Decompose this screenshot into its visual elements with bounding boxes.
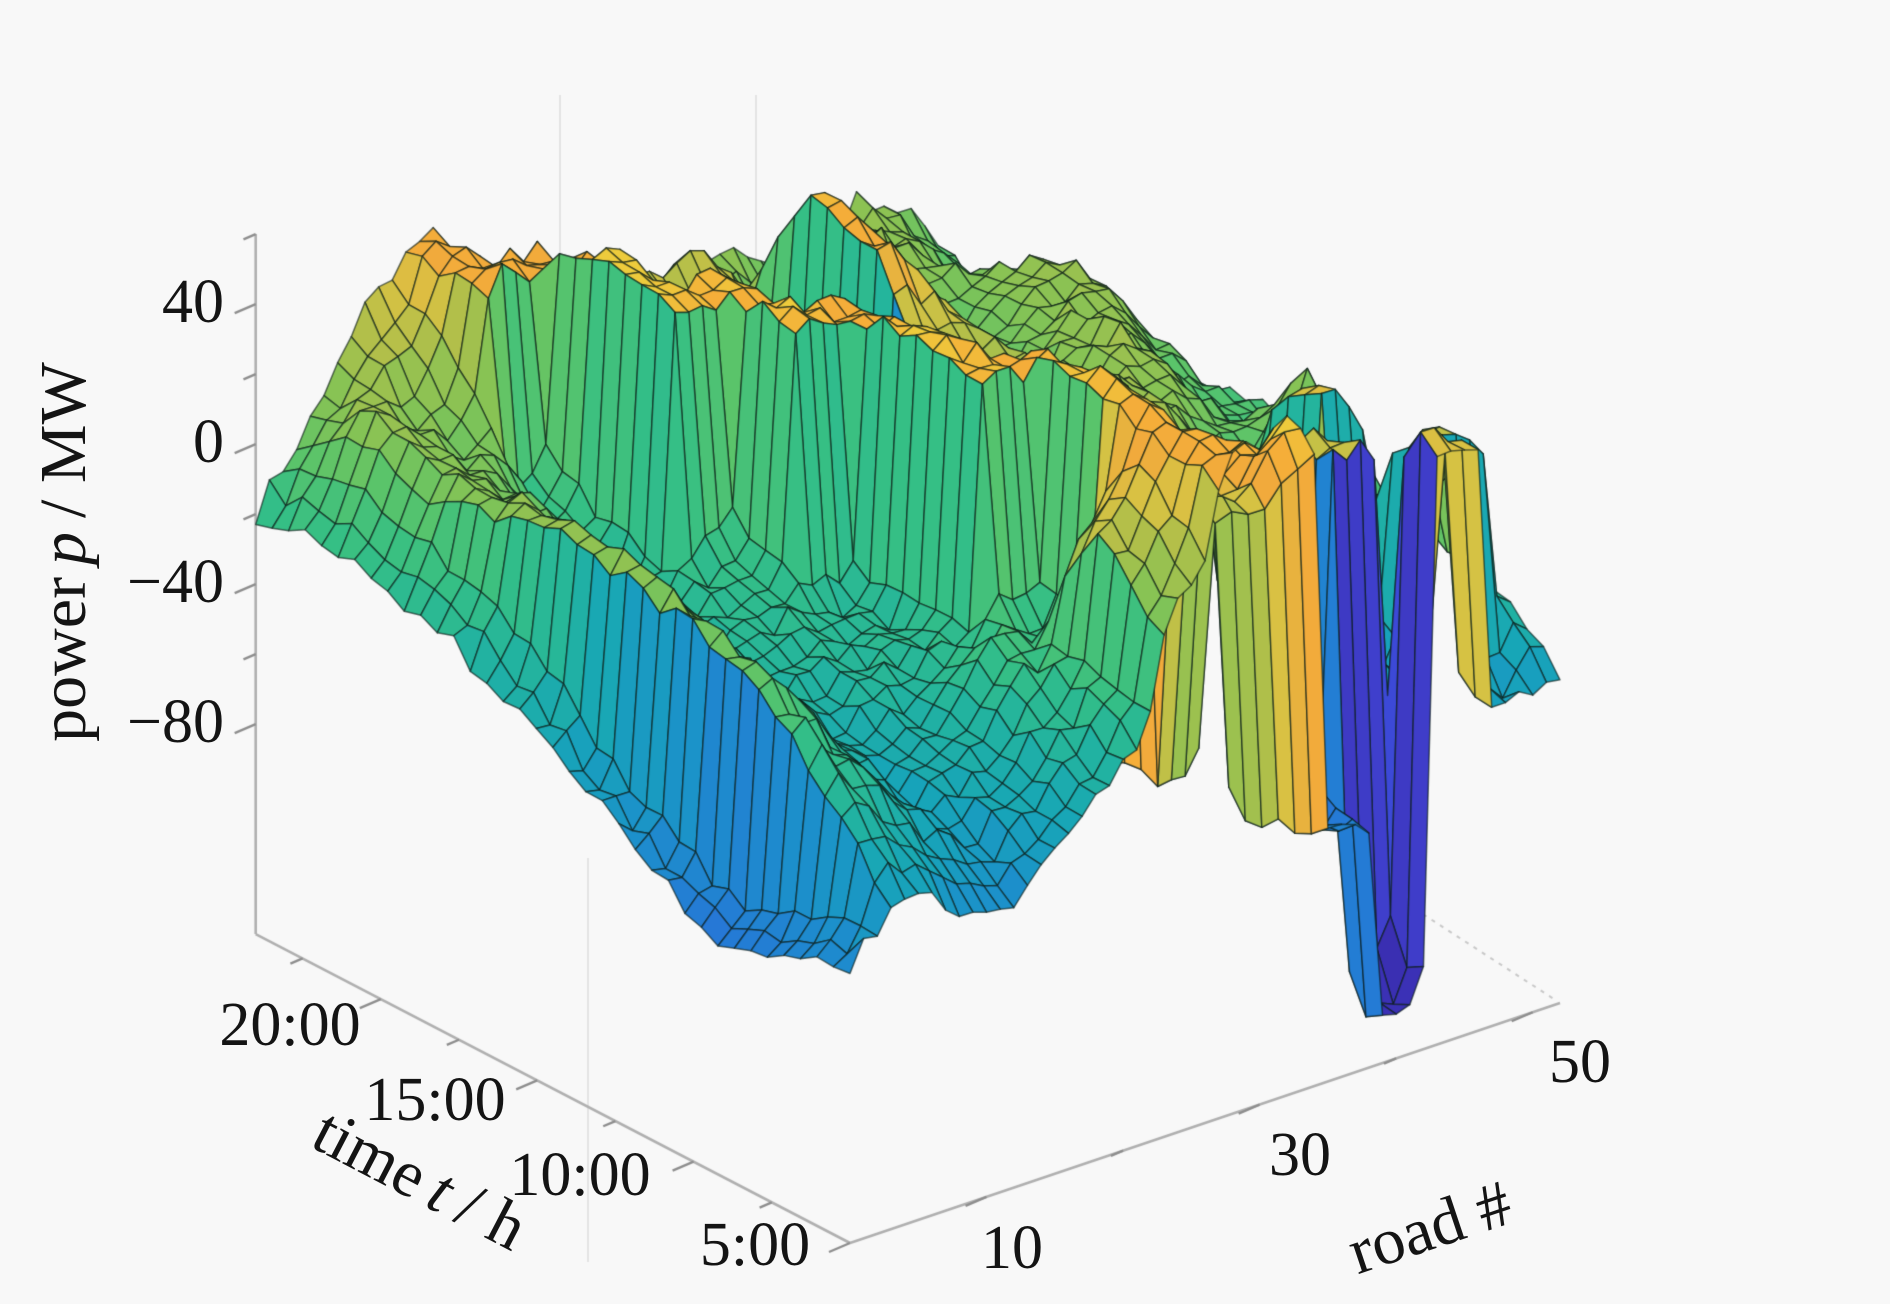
road-tick-label-10: 10: [981, 1213, 1043, 1282]
z-tick-label-40: 40: [162, 268, 224, 336]
z-axis-title-unit: / MW: [27, 362, 100, 518]
z-axis-title-word: power: [27, 576, 100, 742]
road-tick-label-30: 30: [1269, 1120, 1331, 1189]
z-axis-title: power p / MW: [26, 362, 102, 742]
z-axis-title-symbol: p: [27, 531, 100, 565]
road-tick-label-50: 50: [1549, 1027, 1611, 1096]
time-tick-label-2000: 20:00: [219, 990, 361, 1059]
z-tick-label-minus80: −80: [127, 688, 224, 756]
z-tick-label-0: 0: [193, 408, 224, 476]
time-tick-label-500: 5:00: [699, 1210, 811, 1279]
time-tick-label-1500: 15:00: [364, 1065, 506, 1134]
z-tick-label-minus40: −40: [127, 548, 224, 616]
time-tick-label-1000: 10:00: [509, 1140, 651, 1209]
